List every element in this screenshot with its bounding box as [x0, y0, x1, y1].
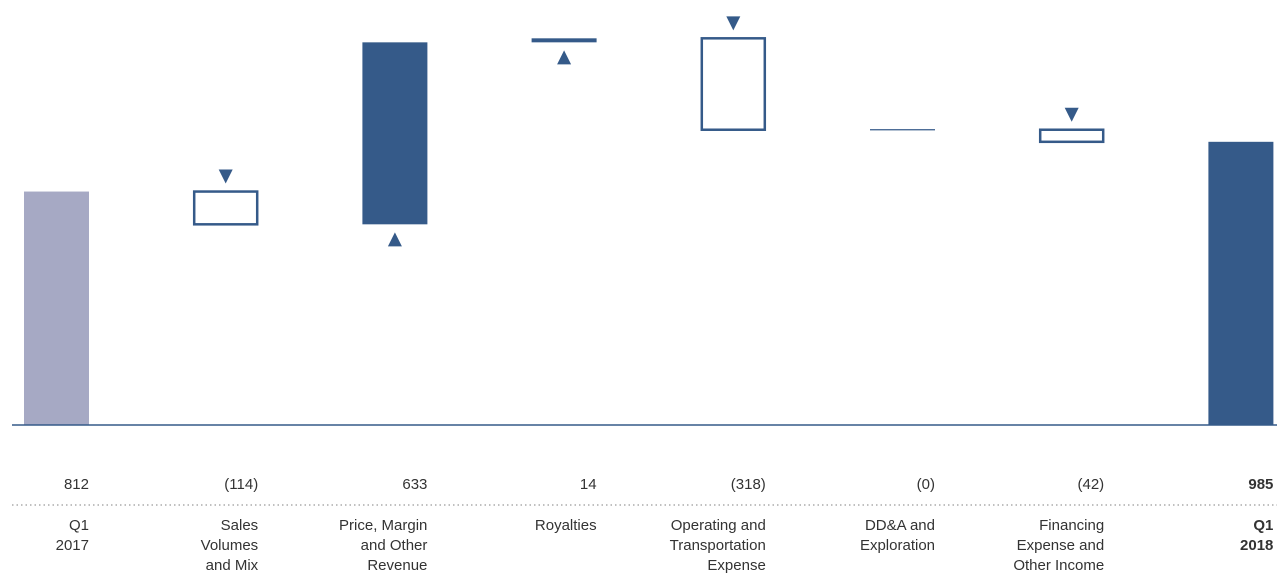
- up-arrow-icon: [387, 232, 402, 247]
- category-label: DD&A and: [865, 517, 935, 534]
- up-arrow-icon: [557, 50, 572, 65]
- bar-decrease-6: [1038, 128, 1105, 144]
- value-label: (114): [224, 476, 258, 493]
- category-label: Operating and: [671, 517, 766, 534]
- value-label: (42): [1078, 476, 1105, 493]
- bar-end-total: [1208, 141, 1274, 425]
- category-label: 2017: [56, 537, 89, 554]
- category-label: Q1: [1253, 517, 1273, 534]
- value-label: 985: [1248, 476, 1273, 493]
- bar-increase-3: [531, 38, 597, 43]
- category-label: Royalties: [535, 517, 597, 534]
- down-arrow-icon: [726, 16, 741, 31]
- bar-decrease-1: [192, 190, 259, 226]
- value-label: 812: [64, 476, 89, 493]
- value-label: (318): [731, 476, 766, 493]
- bar-decrease-4: [700, 37, 767, 131]
- category-label: Sales: [221, 517, 259, 534]
- category-label: Q1: [69, 517, 89, 534]
- category-label: Financing: [1039, 517, 1104, 534]
- value-label: (0): [917, 476, 935, 493]
- category-label: Revenue: [367, 557, 427, 574]
- category-label: and Other: [361, 537, 428, 554]
- category-label: Volumes: [201, 537, 259, 554]
- bar-start-total: [24, 191, 89, 425]
- value-label: 14: [580, 476, 597, 493]
- bar-increase-2: [362, 42, 428, 225]
- down-arrow-icon: [1064, 107, 1079, 122]
- category-label: Other Income: [1013, 557, 1104, 574]
- category-label: Price, Margin: [339, 517, 427, 534]
- down-arrow-icon: [218, 169, 233, 184]
- category-label: Transportation: [670, 537, 766, 554]
- category-label: and Mix: [206, 557, 259, 574]
- category-label: Expense: [707, 557, 765, 574]
- value-label: 633: [402, 476, 427, 493]
- category-label: Expense and: [1017, 537, 1105, 554]
- category-label: Exploration: [860, 537, 935, 554]
- category-label: 2018: [1240, 537, 1273, 554]
